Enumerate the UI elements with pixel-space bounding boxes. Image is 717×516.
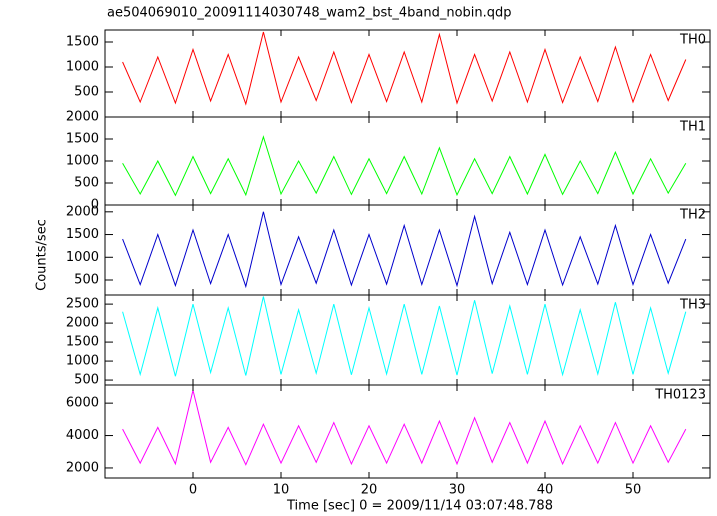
x-tick-label: 0 <box>189 483 197 498</box>
chart-title: ae504069010_20091114030748_wam2_bst_4ban… <box>107 6 512 21</box>
x-tick-label: 20 <box>361 483 378 498</box>
data-line <box>122 211 687 289</box>
y-tick-label: 1500 <box>66 335 99 350</box>
panel-frame <box>104 294 711 386</box>
y-tick-label: 500 <box>74 373 99 388</box>
panel-frame <box>104 204 711 296</box>
y-tick-label: 4000 <box>66 428 99 443</box>
y-tick-label: 6000 <box>66 396 99 411</box>
y-tick-label: 1000 <box>66 354 99 369</box>
y-tick-label: 1500 <box>66 35 99 50</box>
series-label: TH2 <box>679 208 706 223</box>
panel-frame <box>104 384 711 479</box>
y-tick-label: 2500 <box>66 297 99 312</box>
y-tick-label: 1500 <box>66 132 99 147</box>
x-axis-label: Time [sec] 0 = 2009/11/14 03:07:48.788 <box>286 499 553 514</box>
x-tick-label: 10 <box>273 483 290 498</box>
series-label: TH1 <box>679 120 706 135</box>
y-tick-label: 500 <box>74 85 99 100</box>
y-tick-label: 2000 <box>66 110 99 125</box>
y-tick-label: 2000 <box>66 316 99 331</box>
panel-frame <box>104 29 711 118</box>
data-line <box>122 296 687 377</box>
data-line <box>122 135 687 197</box>
y-tick-label: 1000 <box>66 60 99 75</box>
y-tick-label: 2000 <box>66 460 99 475</box>
series-label: TH0 <box>679 33 706 48</box>
series-label: TH3 <box>679 298 706 313</box>
y-tick-label: 500 <box>74 273 99 288</box>
y-tick-label: 1000 <box>66 250 99 265</box>
y-tick-label: 500 <box>74 176 99 191</box>
y-tick-label: 0 <box>91 198 99 213</box>
series-label: TH0123 <box>654 388 706 403</box>
data-line <box>122 390 687 466</box>
x-tick-label: 50 <box>625 483 642 498</box>
x-tick-label: 40 <box>537 483 554 498</box>
y-axis-label: Counts/sec <box>35 219 50 291</box>
y-tick-label: 2000 <box>66 204 99 219</box>
y-tick-label: 1000 <box>66 154 99 169</box>
y-tick-label: 1500 <box>66 227 99 242</box>
x-tick-label: 30 <box>449 483 466 498</box>
data-line <box>122 31 687 106</box>
